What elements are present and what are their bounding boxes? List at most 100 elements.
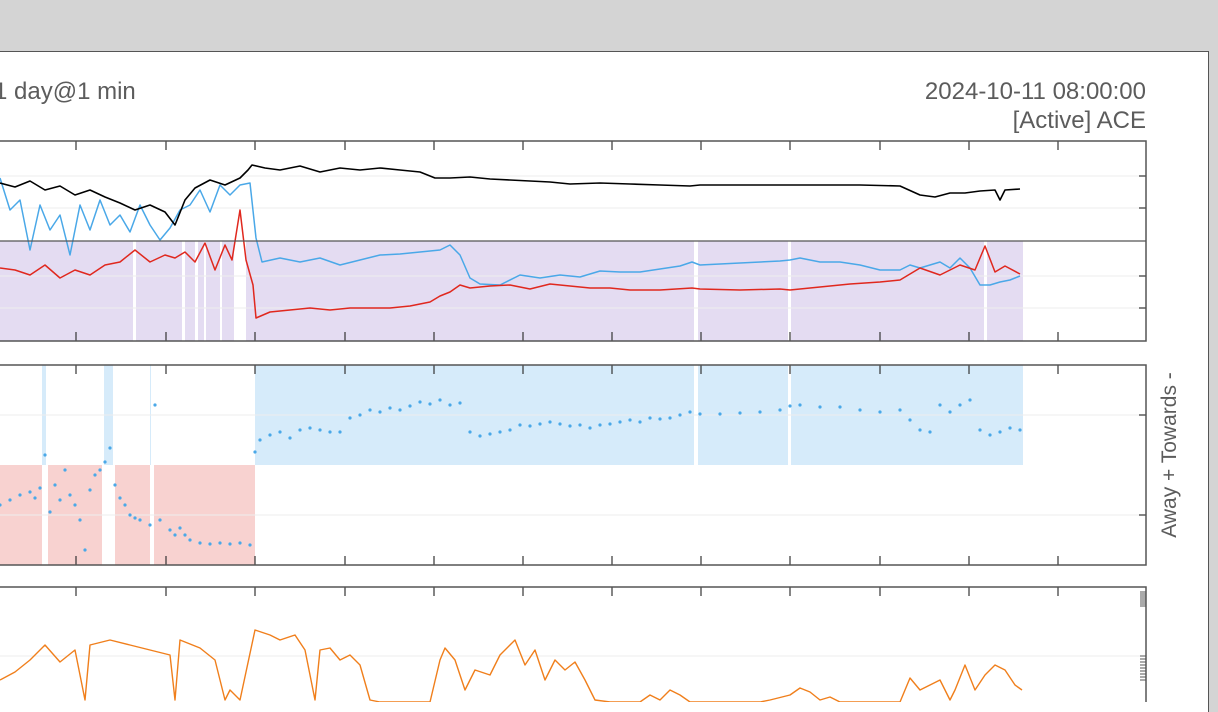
bz-south-shading xyxy=(0,241,1023,341)
phi-point xyxy=(688,410,692,414)
phi-point xyxy=(478,434,482,438)
data-gap-band xyxy=(220,241,222,341)
phi-point xyxy=(398,408,402,412)
phi-point xyxy=(638,420,642,424)
phi-point xyxy=(248,543,252,547)
phi-point xyxy=(878,410,882,414)
phi-point xyxy=(28,490,32,494)
series-layer xyxy=(0,164,1023,702)
phi-point xyxy=(68,493,72,497)
phi-point xyxy=(548,420,552,424)
phi-point xyxy=(238,541,242,545)
phi-point xyxy=(168,528,172,532)
data-gap-band xyxy=(195,241,198,341)
phi-point xyxy=(208,542,212,546)
data-gap-band xyxy=(694,241,698,341)
phi-point xyxy=(908,418,912,422)
phi-point xyxy=(558,422,562,426)
phi-point xyxy=(368,408,372,412)
source-label: [Active] ACE xyxy=(1012,107,1146,134)
phi-point xyxy=(318,428,322,432)
phi-point xyxy=(1008,426,1012,430)
phi-point xyxy=(488,432,492,436)
phi-point xyxy=(268,433,272,437)
phi-point xyxy=(18,493,22,497)
phi-point xyxy=(588,426,592,430)
data-gap-band xyxy=(113,365,115,565)
phi-point xyxy=(568,424,572,428)
phi-point xyxy=(63,468,67,472)
phi-point xyxy=(88,488,92,492)
phi-point xyxy=(0,503,2,507)
phi-point xyxy=(948,410,952,414)
phi-point xyxy=(628,418,632,422)
phi-point xyxy=(718,412,722,416)
phi-point xyxy=(838,405,842,409)
phi-point xyxy=(408,404,412,408)
phi-point xyxy=(598,423,602,427)
phi-point xyxy=(738,411,742,415)
phi-point xyxy=(328,430,332,434)
phi-point xyxy=(33,496,37,500)
phi-point xyxy=(608,422,612,426)
timestamp-label: 2024-10-11 08:00:00 xyxy=(924,78,1146,105)
phi-point xyxy=(188,538,192,542)
phi-point xyxy=(173,533,177,537)
phi-point xyxy=(133,516,137,520)
phi-point xyxy=(103,460,107,464)
phi-point xyxy=(648,416,652,420)
phi-point xyxy=(668,416,672,420)
phi-point xyxy=(38,486,42,490)
phi-point xyxy=(498,430,502,434)
ticks-layer xyxy=(75,141,1146,681)
phi-point xyxy=(128,513,132,517)
phi-point xyxy=(348,416,352,420)
phi-point xyxy=(8,498,12,502)
phi-point xyxy=(298,428,302,432)
phi-point xyxy=(758,410,762,414)
phi-point xyxy=(118,496,122,500)
speed-panel-frame xyxy=(0,586,1147,702)
phi-point xyxy=(53,483,57,487)
phi-point xyxy=(898,408,902,412)
phi-panel-frame xyxy=(0,364,1147,566)
phi-point xyxy=(448,403,452,407)
bz-series xyxy=(0,209,1021,319)
bx-by-series xyxy=(0,177,1021,286)
phi-point xyxy=(153,403,157,407)
phi-point xyxy=(928,430,932,434)
phi-point xyxy=(518,423,522,427)
range-label: 1 day@1 min xyxy=(0,78,136,105)
bt-series xyxy=(0,164,1021,226)
phi-point xyxy=(938,403,942,407)
phi-point xyxy=(218,541,222,545)
phi-point xyxy=(288,436,292,440)
data-gap-band xyxy=(182,241,185,341)
phi-point xyxy=(253,450,257,454)
phi-point xyxy=(988,433,992,437)
phi-point xyxy=(138,518,142,522)
phi-point xyxy=(258,438,262,442)
phi-point xyxy=(58,498,62,502)
phi-point xyxy=(378,410,382,414)
phi-point xyxy=(618,420,622,424)
phi-point xyxy=(388,406,392,410)
phi-point xyxy=(458,401,462,405)
data-gap-band xyxy=(133,241,136,341)
phi-point xyxy=(158,518,162,522)
phi-point xyxy=(113,483,117,487)
phi-point xyxy=(358,413,362,417)
phi-point xyxy=(918,428,922,432)
phi-point xyxy=(1018,428,1022,432)
phi-point xyxy=(778,408,782,412)
phi-point xyxy=(978,428,982,432)
phi-point xyxy=(93,473,97,477)
phi-point xyxy=(278,430,282,434)
data-gap-band xyxy=(984,241,987,341)
phi-point xyxy=(418,400,422,404)
phi-point xyxy=(228,542,232,546)
phi-point xyxy=(43,453,47,457)
shading-layer xyxy=(0,241,1023,565)
phi-point xyxy=(183,533,187,537)
